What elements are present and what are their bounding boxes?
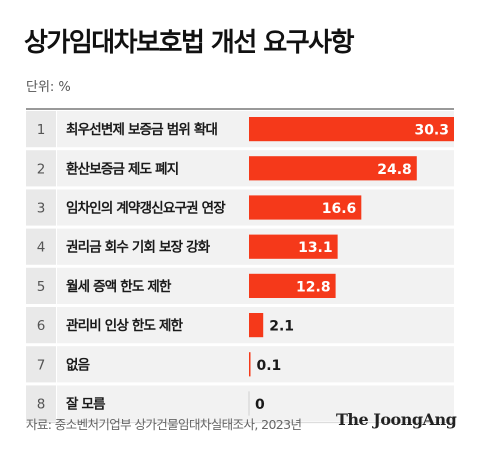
bar (249, 313, 264, 338)
rank-cell (26, 189, 56, 226)
data-label: 2.1 (269, 319, 294, 335)
bar (249, 117, 454, 142)
rank-label: 7 (37, 357, 46, 373)
rank-cell (26, 267, 56, 304)
category-label: 임차인의 계약갱신요구권 연장 (66, 200, 226, 217)
rank-cell (26, 385, 56, 422)
data-label: 13.1 (298, 240, 333, 256)
category-label: 잘 모름 (66, 397, 106, 413)
category-label: 없음 (66, 357, 90, 373)
data-label: 24.8 (377, 162, 412, 178)
bar (249, 273, 336, 298)
bar (249, 352, 251, 377)
category-label: 권리금 회수 기회 보장 강화 (66, 239, 211, 256)
category-label: 관리비 인상 한도 제한 (66, 317, 184, 334)
bar (249, 195, 362, 220)
unit-label: 단위: % (26, 80, 71, 95)
data-label: 30.3 (414, 123, 449, 139)
bar (249, 156, 417, 181)
rank-label: 2 (37, 161, 46, 177)
data-label: 16.6 (322, 201, 357, 217)
row-background (57, 385, 454, 422)
row-background (57, 346, 454, 383)
rank-label: 5 (37, 279, 46, 295)
rank-cell (26, 150, 56, 187)
rank-cell (26, 307, 56, 344)
rank-label: 3 (37, 201, 46, 217)
rank-cell (26, 346, 56, 383)
bar (249, 234, 338, 259)
publisher-logo: The JoongAng (336, 410, 457, 429)
category-label: 최우선변제 보증금 범위 확대 (66, 121, 218, 138)
data-label: 0 (255, 397, 265, 413)
source-note: 자료: 중소벤처기업부 상가건물임대차실태조사, 2023년 (26, 417, 302, 432)
category-label: 환산보증금 제도 폐지 (66, 160, 178, 177)
rank-label: 4 (37, 240, 46, 256)
rank-cell (26, 228, 56, 265)
data-label: 12.8 (296, 279, 331, 295)
rank-cell (26, 111, 56, 148)
rank-label: 6 (37, 318, 46, 334)
category-label: 월세 증액 한도 제한 (66, 278, 172, 295)
rank-label: 1 (37, 122, 46, 138)
chart-title: 상가임대차보호법 개선 요구사항 (24, 28, 354, 58)
data-label: 0.1 (257, 358, 282, 374)
rank-label: 8 (37, 397, 46, 413)
